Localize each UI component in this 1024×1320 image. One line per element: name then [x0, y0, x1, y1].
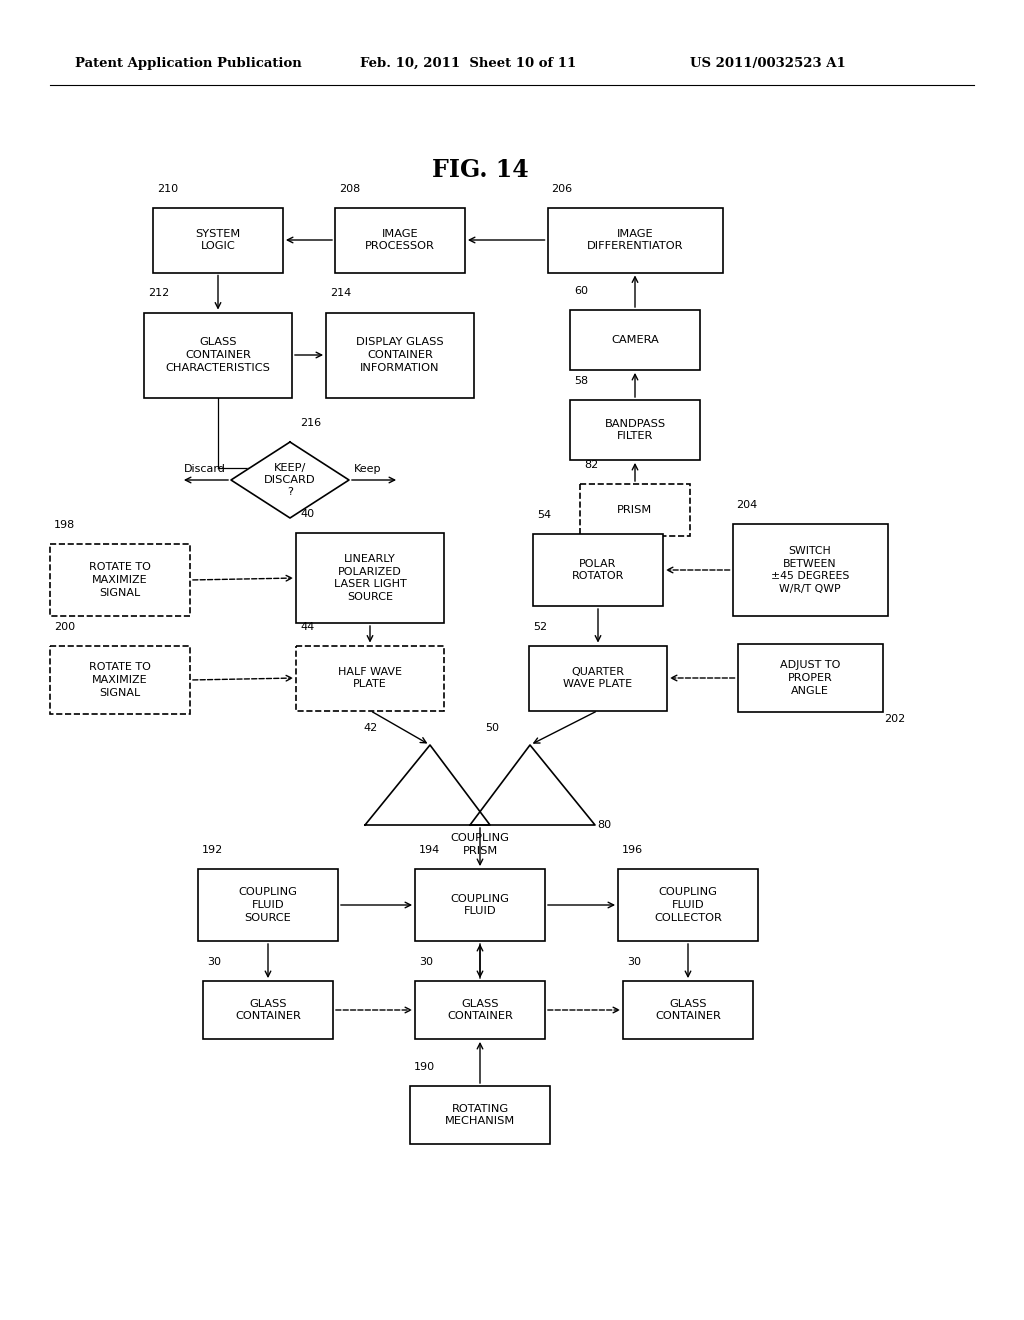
- Bar: [570, 400, 700, 459]
- Text: 202: 202: [885, 714, 906, 723]
- Text: 198: 198: [54, 520, 75, 531]
- Text: Keep: Keep: [354, 465, 382, 474]
- Text: COUPLING
FLUID
SOURCE: COUPLING FLUID SOURCE: [239, 887, 297, 923]
- Text: GLASS
CONTAINER: GLASS CONTAINER: [447, 999, 513, 1022]
- Text: 40: 40: [300, 510, 314, 519]
- Polygon shape: [470, 744, 595, 825]
- Bar: [335, 207, 465, 272]
- Bar: [296, 645, 444, 710]
- Bar: [153, 207, 283, 272]
- Text: 30: 30: [207, 957, 221, 968]
- Text: 30: 30: [419, 957, 433, 968]
- Bar: [415, 869, 545, 941]
- Text: ROTATE TO
MAXIMIZE
SIGNAL: ROTATE TO MAXIMIZE SIGNAL: [89, 663, 151, 698]
- Text: GLASS
CONTAINER
CHARACTERISTICS: GLASS CONTAINER CHARACTERISTICS: [166, 337, 270, 372]
- Bar: [415, 981, 545, 1039]
- Text: COUPLING
PRISM: COUPLING PRISM: [451, 833, 509, 855]
- Text: 214: 214: [330, 289, 351, 298]
- Text: HALF WAVE
PLATE: HALF WAVE PLATE: [338, 667, 402, 689]
- Bar: [203, 981, 333, 1039]
- Bar: [570, 310, 700, 370]
- Bar: [50, 544, 190, 616]
- Text: 82: 82: [584, 459, 598, 470]
- Text: 208: 208: [339, 183, 360, 194]
- Bar: [732, 524, 888, 616]
- Bar: [50, 645, 190, 714]
- Text: ROTATE TO
MAXIMIZE
SIGNAL: ROTATE TO MAXIMIZE SIGNAL: [89, 562, 151, 598]
- Bar: [198, 869, 338, 941]
- Text: BANDPASS
FILTER: BANDPASS FILTER: [604, 418, 666, 441]
- Polygon shape: [231, 442, 349, 517]
- Bar: [144, 313, 292, 397]
- Bar: [410, 1086, 550, 1144]
- Text: DISPLAY GLASS
CONTAINER
INFORMATION: DISPLAY GLASS CONTAINER INFORMATION: [356, 337, 443, 372]
- Text: 52: 52: [534, 622, 547, 631]
- Text: 196: 196: [622, 845, 643, 855]
- Text: 206: 206: [552, 183, 572, 194]
- Text: US 2011/0032523 A1: US 2011/0032523 A1: [690, 57, 846, 70]
- Text: 194: 194: [419, 845, 440, 855]
- Text: POLAR
ROTATOR: POLAR ROTATOR: [571, 558, 625, 581]
- Text: ROTATING
MECHANISM: ROTATING MECHANISM: [444, 1104, 515, 1126]
- Text: GLASS
CONTAINER: GLASS CONTAINER: [655, 999, 721, 1022]
- Text: 200: 200: [54, 622, 75, 632]
- Text: QUARTER
WAVE PLATE: QUARTER WAVE PLATE: [563, 667, 633, 689]
- Text: 210: 210: [157, 183, 178, 194]
- Text: 50: 50: [485, 723, 499, 733]
- Bar: [326, 313, 474, 397]
- Bar: [548, 207, 723, 272]
- Bar: [618, 869, 758, 941]
- Text: ADJUST TO
PROPER
ANGLE: ADJUST TO PROPER ANGLE: [780, 660, 840, 696]
- Text: IMAGE
PROCESSOR: IMAGE PROCESSOR: [366, 228, 435, 251]
- Text: 54: 54: [537, 510, 551, 520]
- Bar: [529, 645, 667, 710]
- Text: 216: 216: [300, 418, 322, 428]
- Text: IMAGE
DIFFERENTIATOR: IMAGE DIFFERENTIATOR: [587, 228, 683, 251]
- Text: GLASS
CONTAINER: GLASS CONTAINER: [236, 999, 301, 1022]
- Text: 58: 58: [574, 376, 588, 385]
- Text: KEEP/
DISCARD
?: KEEP/ DISCARD ?: [264, 463, 315, 496]
- Text: 192: 192: [202, 845, 223, 855]
- Text: 30: 30: [627, 957, 641, 968]
- Bar: [623, 981, 753, 1039]
- Text: SWITCH
BETWEEN
±45 DEGREES
W/R/T QWP: SWITCH BETWEEN ±45 DEGREES W/R/T QWP: [771, 545, 849, 594]
- Polygon shape: [365, 744, 490, 825]
- Text: 60: 60: [574, 286, 588, 296]
- Text: 44: 44: [300, 622, 314, 631]
- Text: 212: 212: [148, 289, 169, 298]
- Text: FIG. 14: FIG. 14: [432, 158, 528, 182]
- Text: Discard: Discard: [184, 465, 226, 474]
- Text: Feb. 10, 2011  Sheet 10 of 11: Feb. 10, 2011 Sheet 10 of 11: [360, 57, 577, 70]
- Text: 42: 42: [362, 723, 377, 733]
- Text: CAMERA: CAMERA: [611, 335, 658, 345]
- Text: Patent Application Publication: Patent Application Publication: [75, 57, 302, 70]
- Bar: [534, 535, 663, 606]
- Text: 80: 80: [597, 820, 611, 830]
- Text: PRISM: PRISM: [617, 506, 652, 515]
- Text: 190: 190: [414, 1063, 435, 1072]
- Bar: [296, 533, 444, 623]
- Bar: [737, 644, 883, 711]
- Text: LINEARLY
POLARIZED
LASER LIGHT
SOURCE: LINEARLY POLARIZED LASER LIGHT SOURCE: [334, 554, 407, 602]
- Text: COUPLING
FLUID: COUPLING FLUID: [451, 894, 509, 916]
- Text: COUPLING
FLUID
COLLECTOR: COUPLING FLUID COLLECTOR: [654, 887, 722, 923]
- Text: SYSTEM
LOGIC: SYSTEM LOGIC: [196, 228, 241, 251]
- Text: 204: 204: [736, 500, 758, 510]
- Bar: [580, 484, 690, 536]
